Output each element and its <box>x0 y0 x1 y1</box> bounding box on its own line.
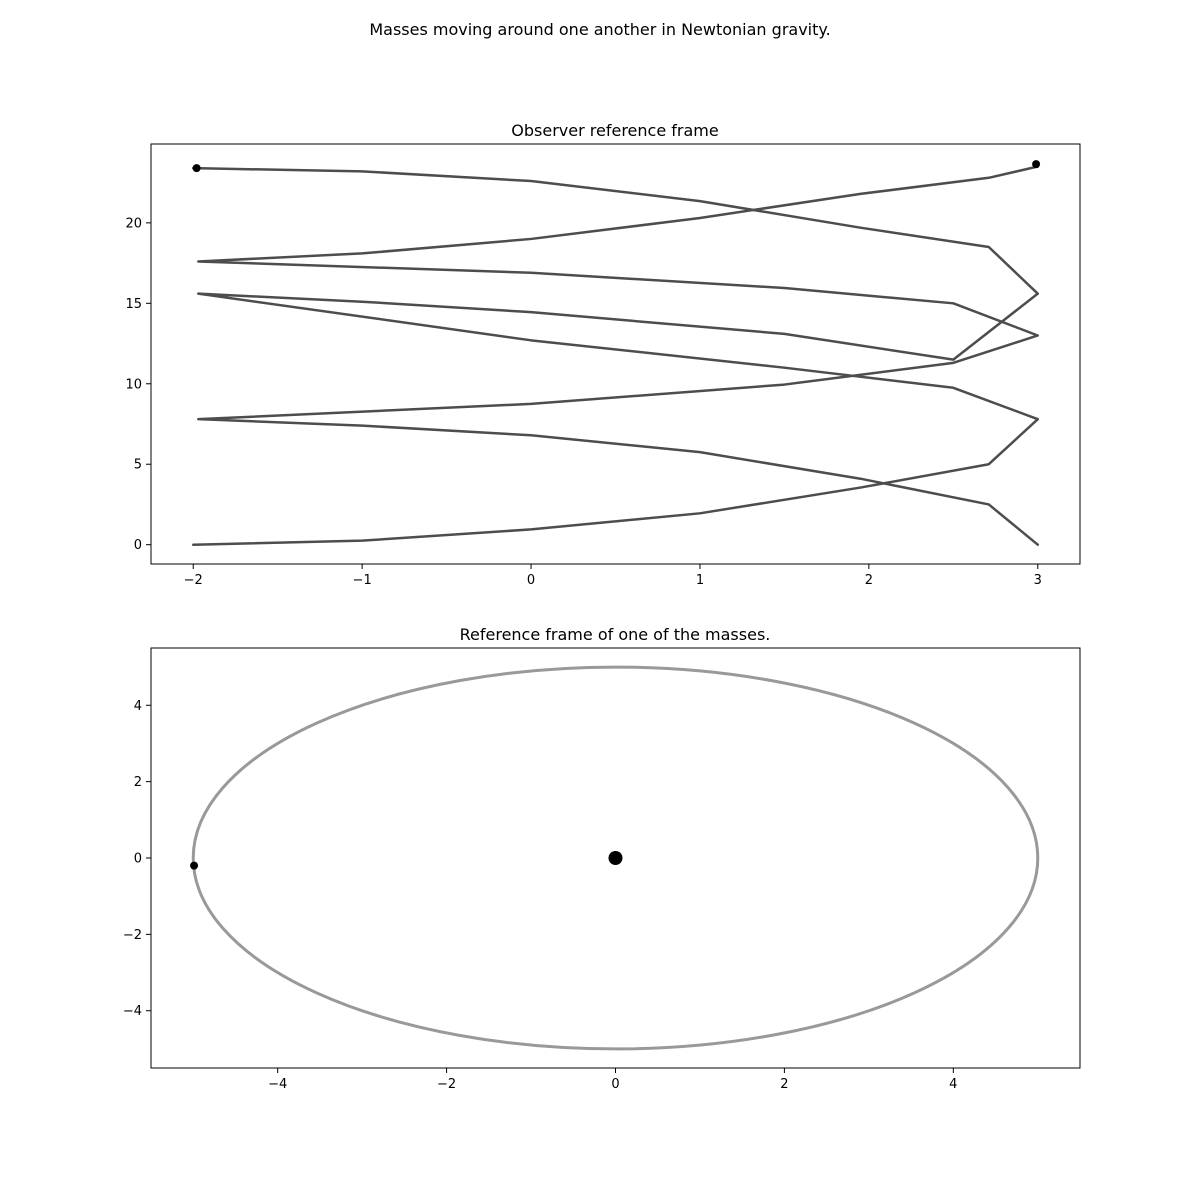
observer-frame-ytick-label: 20 <box>125 216 142 231</box>
observer-frame-plot-area <box>150 143 1081 565</box>
observer-frame-xtick-label: 0 <box>527 573 535 588</box>
mass-frame-markers <box>190 851 623 870</box>
mass-frame-orbit-path <box>191 665 1040 1051</box>
mass-frame-title: Reference frame of one of the masses. <box>460 625 771 644</box>
observer-frame-mass-a-end-marker <box>192 164 201 173</box>
observer-frame-ytick-label: 15 <box>125 297 142 312</box>
figure-suptitle: Masses moving around one another in Newt… <box>369 20 831 39</box>
mass-frame-orbiting-mass-marker <box>190 861 199 870</box>
mass-frame-ytick-label: 4 <box>134 699 142 714</box>
observer-frame-trajectories <box>191 165 1040 546</box>
mass-frame-xtick-label: 0 <box>611 1077 619 1092</box>
observer-frame-ytick-label: 10 <box>125 377 142 392</box>
mass-frame-central-mass-marker <box>608 851 623 865</box>
mass-frame-ticks: −4 −2 0 2 4 −4 −2 0 2 4 <box>123 699 958 1092</box>
mass-frame-ytick-label: −2 <box>123 928 142 943</box>
observer-frame-mass-b-end-marker <box>1032 160 1041 169</box>
observer-frame-title: Observer reference frame <box>511 121 718 140</box>
mass-frame-xtick-label: 4 <box>949 1077 957 1092</box>
observer-frame-xtick-label: 3 <box>1034 573 1042 588</box>
mass-frame-ytick-label: −4 <box>123 1004 142 1019</box>
observer-frame-mass-b-trajectory <box>191 166 1040 546</box>
observer-frame-xtick-label: −2 <box>184 573 203 588</box>
observer-frame-xtick-label: 2 <box>865 573 873 588</box>
observer-frame-axes: Observer reference frame −2 −1 0 1 2 3 0 5 10 15 2… <box>125 121 1081 588</box>
mass-frame-xtick-label: −4 <box>268 1077 287 1092</box>
observer-frame-xtick-label: 1 <box>696 573 704 588</box>
observer-frame-markers <box>192 160 1041 173</box>
observer-frame-ytick-label: 0 <box>134 538 142 553</box>
mass-frame-axes: Reference frame of one of the masses. −4… <box>123 625 1081 1092</box>
observer-frame-mass-a-trajectory <box>197 165 1040 546</box>
observer-frame-ticks: −2 −1 0 1 2 3 0 5 10 15 20 <box>125 216 1041 588</box>
observer-frame-ytick-label: 5 <box>134 458 142 473</box>
mass-frame-xtick-label: 2 <box>780 1077 788 1092</box>
mass-frame-orbit <box>191 665 1040 1051</box>
mass-frame-ytick-label: 2 <box>134 775 142 790</box>
mass-frame-plot-area <box>150 647 1081 1069</box>
mass-frame-xtick-label: −2 <box>437 1077 456 1092</box>
observer-frame-xtick-label: −1 <box>353 573 372 588</box>
mass-frame-ytick-label: 0 <box>134 852 142 867</box>
